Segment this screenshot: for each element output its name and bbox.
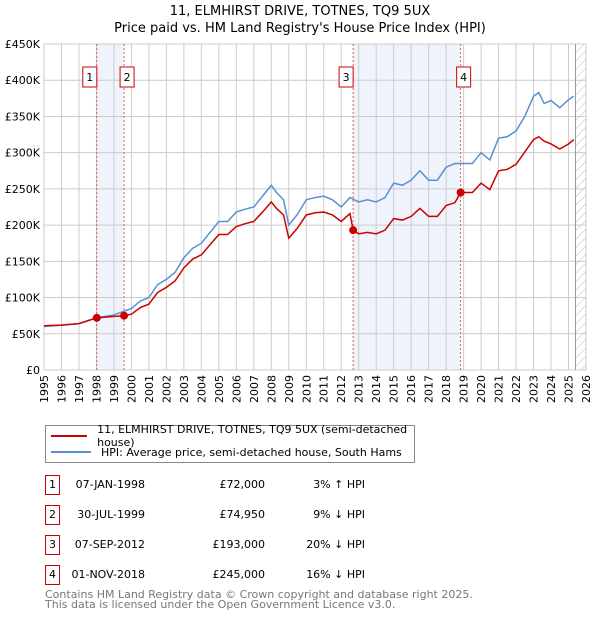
x-tick-label: 2023 (528, 375, 541, 403)
x-tick-label: 2021 (493, 375, 506, 403)
sale-label-box (82, 66, 98, 88)
sale-price: £193,000 (212, 538, 266, 551)
x-tick-label: 1996 (55, 375, 68, 403)
x-tick-label: 2022 (510, 375, 523, 403)
legend-label-hpi: HPI: Average price, semi-detached house,… (101, 445, 402, 459)
y-tick-label: £450K (5, 38, 41, 51)
sale-point (349, 226, 358, 235)
x-tick-label: 2017 (423, 375, 436, 403)
x-tick-label: 1995 (38, 375, 51, 403)
sale-hpi-diff: 16% ↓ HPI (306, 568, 365, 581)
sale-label-box (456, 66, 472, 88)
y-tick-label: £150K (5, 255, 41, 268)
sale-point (456, 188, 465, 197)
sale-number: 2 (45, 505, 60, 525)
x-tick-label: 2020 (475, 375, 488, 403)
x-tick-label: 2016 (405, 375, 418, 403)
sale-hpi-diff: 20% ↓ HPI (306, 538, 365, 551)
y-tick-label: £50K (12, 328, 41, 341)
x-tick-label: 2012 (335, 375, 348, 403)
legend-label-property: 11, ELMHIRST DRIVE, TOTNES, TQ9 5UX (sem… (97, 423, 408, 449)
sale-label-box (338, 66, 354, 88)
price-chart: 1995 1996 1997 1998 1999 2000 2001 2002 2003 2004… (5, 38, 593, 403)
x-tick-label: 2005 (213, 375, 226, 403)
sale-row: 1 07-JAN-1998 £72,000 3% ↑ HPI (45, 475, 365, 497)
x-tick-label: 2015 (388, 375, 401, 403)
y-tick-label: £250K (5, 183, 41, 196)
x-tick-label: 2002 (160, 375, 173, 403)
x-tick-label: 2025 (563, 375, 576, 403)
sale-label-box (119, 66, 135, 88)
property-price-line (43, 135, 575, 327)
x-tick-label: 2008 (265, 375, 278, 403)
x-tick-label: 2009 (283, 375, 296, 403)
sale-hpi-diff: 9% ↓ HPI (313, 508, 365, 521)
forecast-hatch (575, 44, 586, 370)
x-tick-label: 2004 (195, 375, 208, 403)
x-tick-label: 2019 (458, 375, 471, 403)
x-tick-label: 2013 (353, 375, 366, 403)
x-tick-label: 2024 (545, 375, 558, 403)
x-tick-label: 2018 (440, 375, 453, 403)
x-tick-label: 1999 (108, 375, 121, 403)
x-tick-label: 1997 (73, 375, 86, 403)
legend: 11, ELMHIRST DRIVE, TOTNES, TQ9 5UX (sem… (45, 423, 415, 463)
y-tick-label: £200K (5, 219, 41, 232)
shaded-period (96, 44, 125, 370)
sale-number: 4 (45, 565, 60, 585)
sale-price: £72,000 (219, 478, 266, 491)
x-tick-label: 2010 (300, 375, 313, 403)
x-tick-label: 2001 (143, 375, 156, 403)
sale-row: 3 07-SEP-2012 £193,000 20% ↓ HPI (45, 535, 365, 557)
sale-date: 07-JAN-1998 (75, 478, 145, 491)
legend-swatch-hpi (51, 451, 91, 453)
footer: Contains HM Land Registry data © Crown c… (45, 588, 473, 611)
y-tick-label: £0 (26, 364, 40, 377)
sale-label: 1 (86, 71, 93, 84)
sale-price: £74,950 (219, 508, 266, 521)
x-tick-label: 2006 (230, 375, 243, 403)
sale-date: 07-SEP-2012 (74, 538, 145, 551)
y-tick-label: £400K (5, 74, 41, 87)
sale-row: 2 30-JUL-1999 £74,950 9% ↓ HPI (45, 505, 365, 527)
y-tick-label: £100K (5, 292, 41, 305)
sale-point (120, 311, 129, 320)
sale-date: 30-JUL-1999 (77, 508, 145, 521)
x-tick-label: 2026 (580, 375, 593, 403)
sale-label: 2 (124, 71, 131, 84)
chart-subtitle: Price paid vs. HM Land Registry's House … (114, 21, 486, 36)
x-tick-label: 1998 (90, 375, 103, 403)
y-tick-label: £300K (5, 147, 41, 160)
legend-swatch-property (51, 435, 88, 437)
shaded-period (353, 44, 461, 370)
sale-price: £245,000 (212, 568, 266, 581)
x-tick-label: 2003 (178, 375, 191, 403)
x-tick-label: 2007 (248, 375, 261, 403)
sale-number: 3 (45, 535, 60, 555)
sale-point (92, 313, 101, 322)
hpi-line (43, 91, 575, 328)
sale-row: 4 01-NOV-2018 £245,000 16% ↓ HPI (45, 565, 365, 587)
sale-hpi-diff: 3% ↑ HPI (313, 478, 365, 491)
sale-label: 3 (343, 71, 350, 84)
sale-date: 01-NOV-2018 (71, 568, 145, 581)
sale-label: 4 (460, 71, 467, 84)
x-tick-label: 2000 (125, 375, 138, 403)
y-tick-label: £350K (5, 110, 41, 123)
footer-line1: Contains HM Land Registry data © Crown c… (45, 588, 473, 601)
x-tick-label: 2014 (370, 375, 383, 403)
sale-number: 1 (45, 475, 60, 495)
footer-line2: This data is licensed under the Open Gov… (45, 598, 396, 611)
x-tick-label: 2011 (318, 375, 331, 403)
chart-title: 11, ELMHIRST DRIVE, TOTNES, TQ9 5UX (169, 4, 431, 19)
